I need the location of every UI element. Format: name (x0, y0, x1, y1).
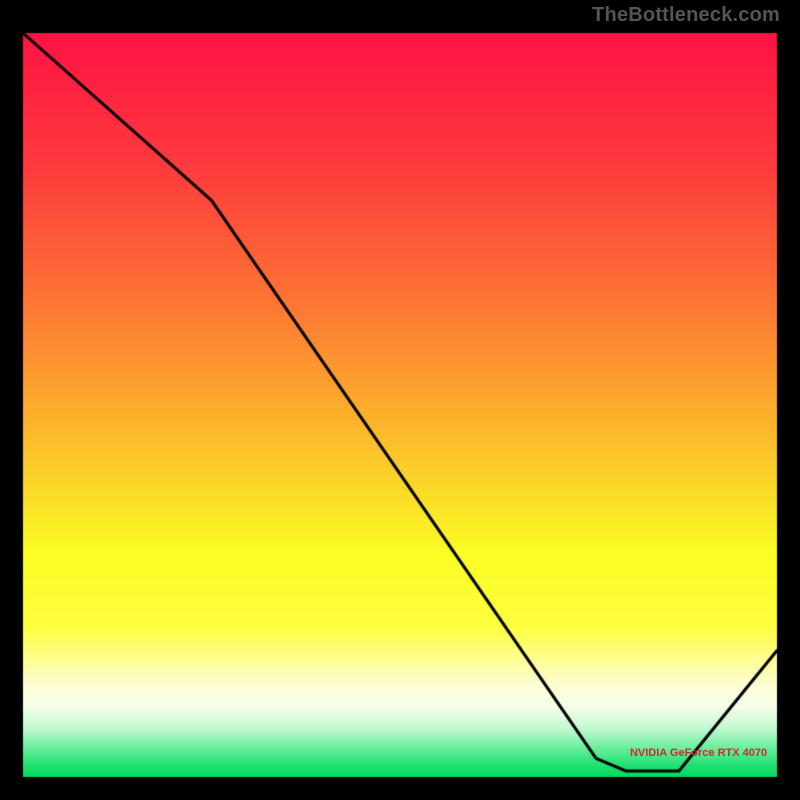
series-label: NVIDIA GeForce RTX 4070 (630, 747, 767, 759)
bottleneck-chart-canvas (18, 28, 782, 782)
page-root: TheBottleneck.com NVIDIA GeForce RTX 407… (0, 0, 800, 800)
watermark-text: TheBottleneck.com (592, 4, 780, 27)
chart-container: NVIDIA GeForce RTX 4070 (18, 28, 782, 782)
